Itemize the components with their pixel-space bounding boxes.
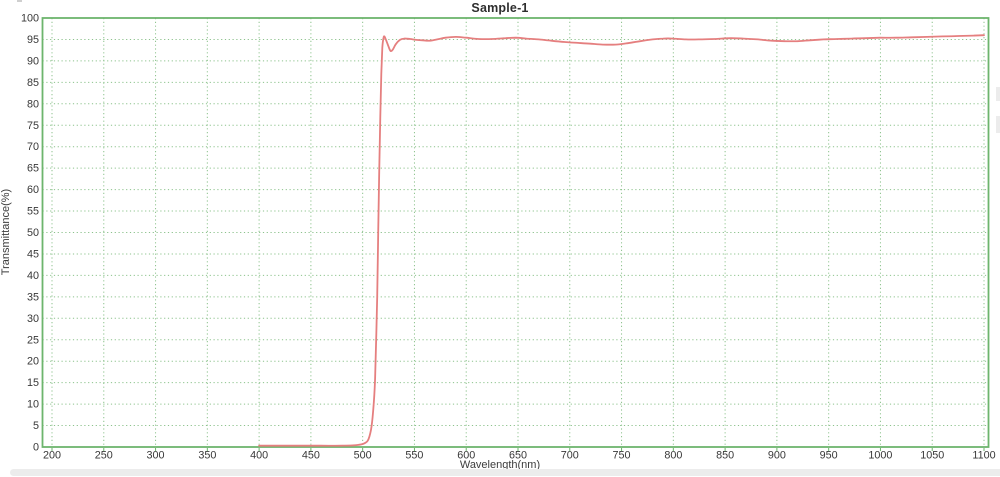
svg-text:350: 350 [198,450,216,462]
svg-text:55: 55 [27,206,39,218]
svg-text:300: 300 [147,450,165,462]
x-ticks [51,448,985,451]
svg-text:15: 15 [27,377,39,389]
svg-text:50: 50 [27,227,39,239]
svg-text:20: 20 [27,356,39,368]
svg-text:1050: 1050 [920,450,944,462]
svg-text:0: 0 [33,442,39,454]
chart-title: Sample-1 [471,1,529,15]
svg-text:70: 70 [27,141,39,153]
svg-text:200: 200 [43,450,61,462]
svg-text:450: 450 [302,450,320,462]
svg-text:25: 25 [27,334,39,346]
svg-text:85: 85 [27,77,39,89]
svg-text:40: 40 [27,270,39,282]
vertical-scrollbar-fragment[interactable] [996,116,1000,133]
svg-text:65: 65 [27,163,39,175]
svg-text:75: 75 [27,120,39,132]
svg-text:600: 600 [457,450,475,462]
svg-text:35: 35 [27,291,39,303]
spectrum-curve [258,34,985,447]
svg-text:400: 400 [250,450,268,462]
svg-text:900: 900 [768,450,786,462]
svg-text:650: 650 [509,450,527,462]
svg-text:100: 100 [21,13,39,25]
svg-text:550: 550 [405,450,423,462]
svg-text:700: 700 [561,450,579,462]
svg-text:10: 10 [27,399,39,411]
horizontal-scrollbar[interactable] [10,469,1000,476]
svg-text:1100: 1100 [972,450,995,462]
svg-text:60: 60 [27,184,39,196]
svg-text:750: 750 [613,450,631,462]
svg-text:800: 800 [664,450,682,462]
svg-text:250: 250 [95,450,113,462]
svg-text:850: 850 [716,450,734,462]
svg-text:80: 80 [27,98,39,110]
clipped-ui-fragment [17,0,22,2]
svg-text:95: 95 [27,34,39,46]
svg-text:950: 950 [820,450,838,462]
x-tick-labels: 200 250 300 350 400 450 500 550 600 650 700 750 800 8… [43,450,996,462]
plot-border [41,17,990,448]
svg-text:500: 500 [354,450,372,462]
svg-text:30: 30 [27,313,39,325]
vertical-scrollbar-fragment[interactable] [996,87,1000,101]
x-axis-title: Wavelength(nm) [459,459,541,471]
svg-text:45: 45 [27,248,39,260]
y-tick-labels: 0 5 10 15 20 25 30 35 40 45 50 55 60 65 70 75 80 85 90 95 10… [21,13,39,454]
svg-text:5: 5 [33,420,39,432]
svg-text:1000: 1000 [868,450,892,462]
gridlines [42,18,989,447]
svg-text:90: 90 [27,55,39,67]
